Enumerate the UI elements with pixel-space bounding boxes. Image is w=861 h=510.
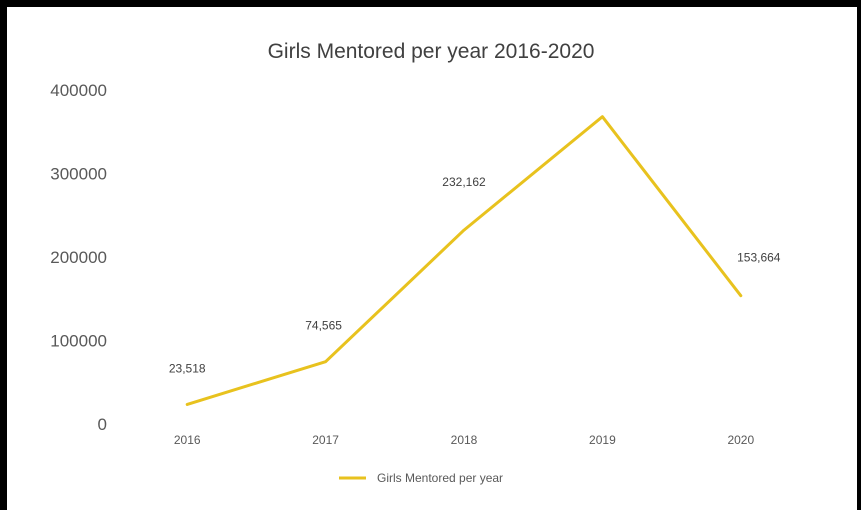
y-tick-label: 400000 bbox=[50, 81, 107, 100]
x-axis-ticks: 2016 2017 2018 2019 2020 bbox=[174, 433, 755, 447]
x-tick-label: 2018 bbox=[451, 433, 478, 447]
x-tick-label: 2017 bbox=[312, 433, 339, 447]
y-tick-label: 100000 bbox=[50, 332, 107, 351]
y-tick-label: 0 bbox=[98, 415, 107, 434]
x-tick-label: 2019 bbox=[589, 433, 616, 447]
legend-label: Girls Mentored per year bbox=[377, 471, 503, 485]
data-label: 23,518 bbox=[169, 361, 206, 375]
x-tick-label: 2020 bbox=[727, 433, 754, 447]
y-tick-label: 200000 bbox=[50, 248, 107, 267]
legend: Girls Mentored per year bbox=[339, 471, 503, 485]
y-axis-ticks: 0 100000 200000 300000 400000 bbox=[50, 81, 107, 434]
chart-title: Girls Mentored per year 2016-2020 bbox=[268, 40, 595, 63]
series-group bbox=[185, 115, 743, 406]
data-label: 74,565 bbox=[305, 319, 342, 333]
series-line bbox=[185, 115, 743, 406]
data-labels: 23,518 74,565 232,162 153,664 bbox=[169, 175, 781, 375]
data-label: 232,162 bbox=[442, 175, 486, 189]
x-tick-label: 2016 bbox=[174, 433, 201, 447]
y-tick-label: 300000 bbox=[50, 165, 107, 184]
data-label: 153,664 bbox=[737, 251, 781, 265]
